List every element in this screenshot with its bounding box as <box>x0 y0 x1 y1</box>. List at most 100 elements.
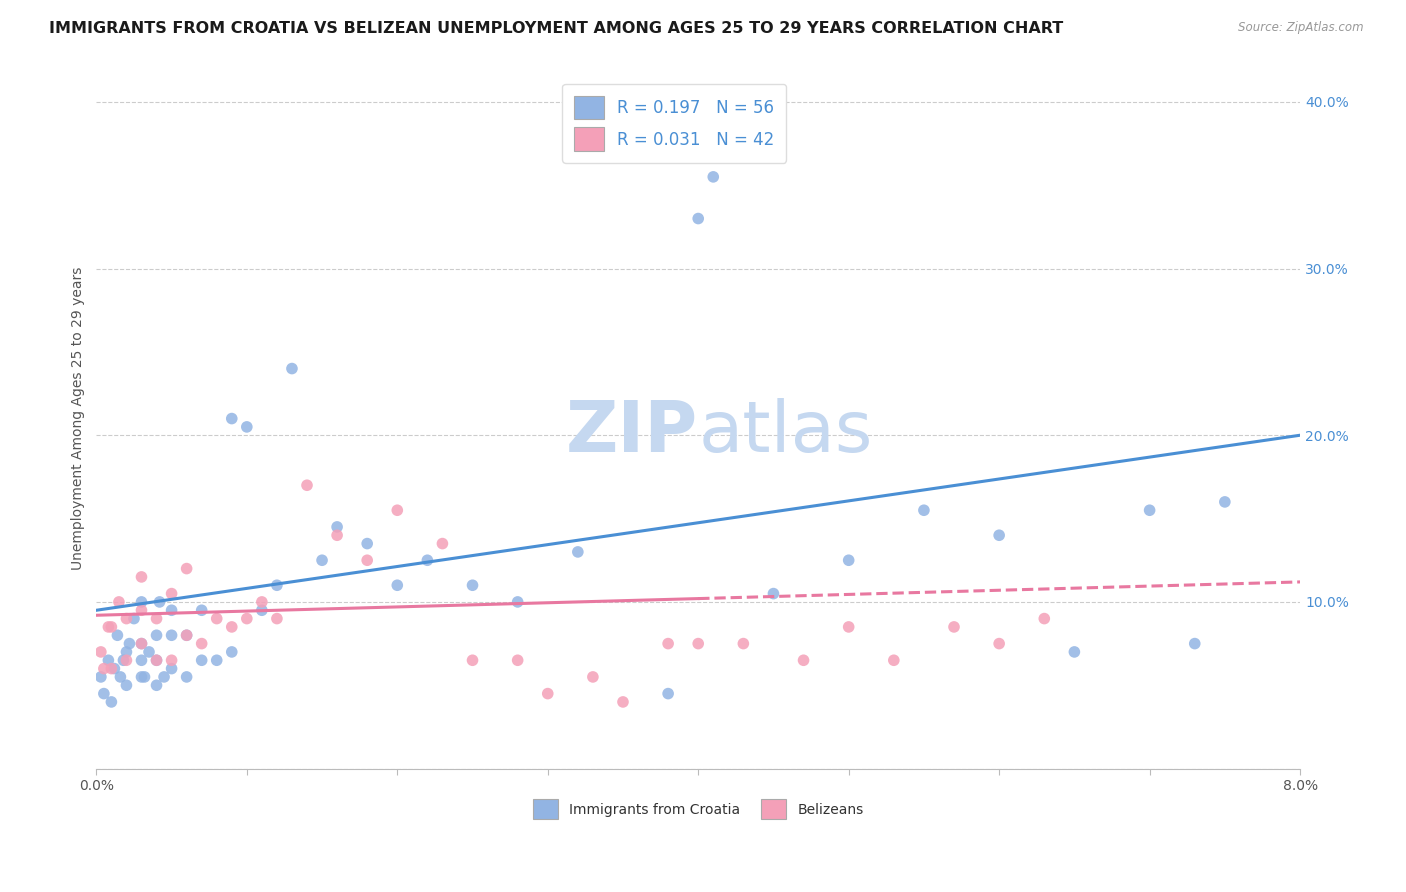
Point <box>612 695 634 709</box>
Point <box>110 670 132 684</box>
Point <box>838 553 860 567</box>
Point <box>131 637 153 651</box>
Point <box>97 620 120 634</box>
Point <box>688 637 710 651</box>
Point <box>657 637 679 651</box>
Legend: Immigrants from Croatia, Belizeans: Immigrants from Croatia, Belizeans <box>527 794 869 825</box>
Point <box>236 420 259 434</box>
Point <box>1139 503 1161 517</box>
Point <box>97 653 120 667</box>
Point <box>236 611 259 625</box>
Point <box>103 662 125 676</box>
Point <box>387 578 409 592</box>
Point <box>266 578 288 592</box>
Point <box>131 637 153 651</box>
Point <box>118 637 141 651</box>
Point <box>883 653 905 667</box>
Point <box>176 670 198 684</box>
Point <box>250 595 273 609</box>
Point <box>90 670 112 684</box>
Point <box>506 595 529 609</box>
Point <box>567 545 589 559</box>
Point <box>432 536 454 550</box>
Text: atlas: atlas <box>699 398 873 467</box>
Point <box>461 578 484 592</box>
Point <box>107 628 129 642</box>
Point <box>131 653 153 667</box>
Point <box>190 603 212 617</box>
Point <box>190 653 212 667</box>
Point <box>176 561 198 575</box>
Point <box>912 503 935 517</box>
Point <box>145 611 167 625</box>
Point <box>943 620 966 634</box>
Point <box>176 628 198 642</box>
Point <box>838 620 860 634</box>
Point <box>176 628 198 642</box>
Point <box>115 645 138 659</box>
Point <box>793 653 815 667</box>
Point <box>988 637 1011 651</box>
Point <box>100 695 122 709</box>
Point <box>160 586 183 600</box>
Point <box>762 586 785 600</box>
Point <box>387 503 409 517</box>
Point <box>145 628 167 642</box>
Point <box>160 662 183 676</box>
Point <box>112 653 135 667</box>
Point <box>221 645 243 659</box>
Point <box>221 411 243 425</box>
Point <box>148 595 170 609</box>
Point <box>134 670 156 684</box>
Point <box>733 637 755 651</box>
Point <box>145 653 167 667</box>
Point <box>153 670 176 684</box>
Point <box>326 528 349 542</box>
Point <box>1033 611 1056 625</box>
Point <box>461 653 484 667</box>
Text: ZIP: ZIP <box>567 398 699 467</box>
Point <box>416 553 439 567</box>
Point <box>506 653 529 667</box>
Point <box>688 211 710 226</box>
Point <box>131 595 153 609</box>
Point <box>93 687 115 701</box>
Point <box>131 670 153 684</box>
Point <box>138 645 160 659</box>
Point <box>295 478 318 492</box>
Point <box>266 611 288 625</box>
Point <box>100 662 122 676</box>
Point <box>93 662 115 676</box>
Point <box>90 645 112 659</box>
Point <box>311 553 333 567</box>
Point <box>250 603 273 617</box>
Point <box>356 553 378 567</box>
Point <box>1184 637 1206 651</box>
Point <box>115 678 138 692</box>
Point <box>205 611 228 625</box>
Point <box>122 611 145 625</box>
Point <box>281 361 304 376</box>
Point <box>131 570 153 584</box>
Point <box>702 169 724 184</box>
Point <box>205 653 228 667</box>
Y-axis label: Unemployment Among Ages 25 to 29 years: Unemployment Among Ages 25 to 29 years <box>72 267 86 570</box>
Point <box>160 603 183 617</box>
Point <box>988 528 1011 542</box>
Point <box>582 670 605 684</box>
Point <box>657 687 679 701</box>
Point <box>356 536 378 550</box>
Point <box>108 595 131 609</box>
Point <box>131 603 153 617</box>
Point <box>1213 495 1236 509</box>
Point <box>145 653 167 667</box>
Point <box>537 687 560 701</box>
Point <box>326 520 349 534</box>
Point <box>221 620 243 634</box>
Text: Source: ZipAtlas.com: Source: ZipAtlas.com <box>1239 21 1364 34</box>
Point <box>100 620 122 634</box>
Point <box>115 653 138 667</box>
Text: IMMIGRANTS FROM CROATIA VS BELIZEAN UNEMPLOYMENT AMONG AGES 25 TO 29 YEARS CORRE: IMMIGRANTS FROM CROATIA VS BELIZEAN UNEM… <box>49 21 1063 36</box>
Point <box>160 628 183 642</box>
Point <box>1063 645 1085 659</box>
